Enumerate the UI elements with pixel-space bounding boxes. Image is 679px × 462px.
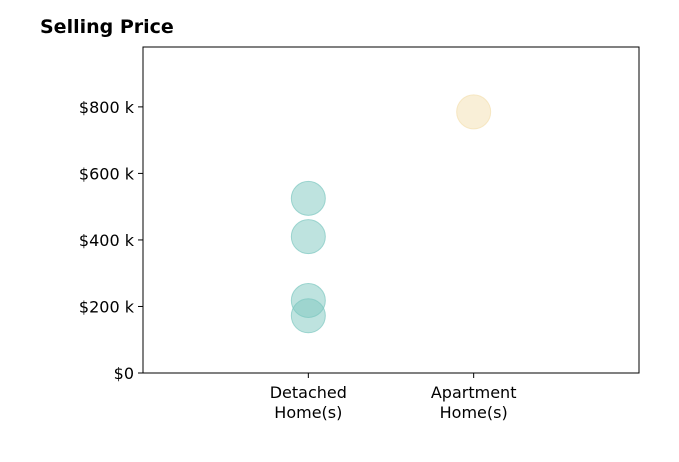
- y-tick-label: $400 k: [79, 231, 135, 250]
- plot-frame: [142, 46, 640, 374]
- x-tick-label: Apartment Home(s): [431, 383, 517, 422]
- y-axis: $0 $200 k $400 k $600 k $800 k: [79, 98, 143, 383]
- data-point: [290, 219, 326, 255]
- chart-title: Selling Price: [40, 16, 174, 38]
- y-tick-label: $200 k: [79, 297, 135, 316]
- data-points: [290, 94, 492, 334]
- data-point: [290, 180, 326, 216]
- y-tick-label: $800 k: [79, 98, 135, 117]
- y-tick-label: $600 k: [79, 164, 135, 183]
- data-point: [290, 298, 326, 334]
- x-tick-label: Detached Home(s): [270, 383, 347, 422]
- y-tick-label: $0: [114, 364, 134, 383]
- data-point: [456, 94, 492, 130]
- x-axis: Detached Home(s) Apartment Home(s): [270, 373, 517, 422]
